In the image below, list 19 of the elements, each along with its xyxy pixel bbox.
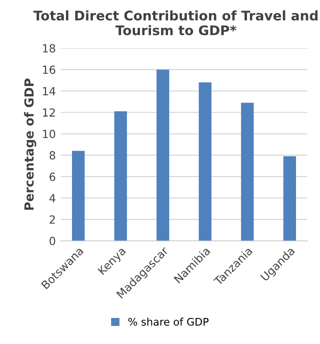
y-axis-title: Percentage of GDP bbox=[24, 78, 36, 210]
y-tick-label: 4 bbox=[49, 194, 56, 202]
bar bbox=[198, 82, 212, 241]
bar bbox=[283, 156, 296, 241]
y-tick-label: 0 bbox=[50, 236, 56, 246]
bar bbox=[156, 70, 170, 241]
y-tick-label: 14 bbox=[43, 87, 56, 96]
bar bbox=[114, 111, 127, 241]
y-tick-label: 12 bbox=[43, 108, 55, 117]
y-tick-label: 10 bbox=[43, 130, 56, 138]
y-tick-label: 16 bbox=[43, 66, 56, 74]
bar bbox=[241, 102, 254, 241]
y-tick-label: 18 bbox=[43, 44, 56, 53]
y-tick-label: 8 bbox=[50, 151, 56, 160]
chart-title: Total Direct Contribution of Travel and Tourism to GDP* bbox=[33, 10, 318, 36]
y-tick-label: 6 bbox=[50, 172, 56, 181]
y-tick-label: 2 bbox=[50, 215, 55, 224]
legend-label: % share of GDP bbox=[128, 318, 209, 326]
bar bbox=[72, 150, 85, 241]
